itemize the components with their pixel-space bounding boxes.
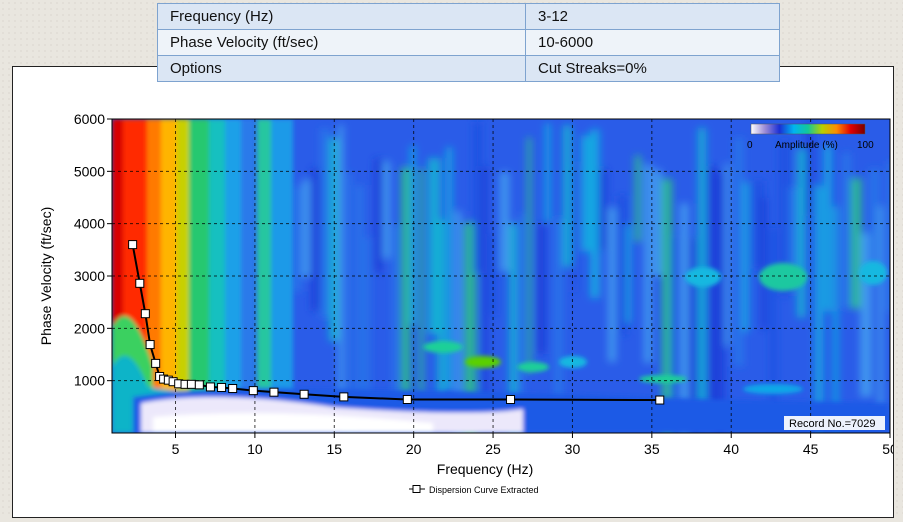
x-tick-label: 10 [247,441,263,457]
legend-series-label: Dispersion Curve Extracted [429,485,539,495]
x-axis-label: Frequency (Hz) [437,461,533,477]
colorbar-gradient [750,123,866,135]
table-row: Options Cut Streaks=0% [157,55,780,82]
spectrogram-image [112,119,890,433]
dispersion-point [186,379,196,389]
dispersion-point [151,358,161,368]
y-tick-label: 2000 [74,320,105,336]
y-tick-label: 3000 [74,268,105,284]
x-tick-label: 50 [882,441,893,457]
table-cell-value: Cut Streaks=0% [525,55,780,82]
table-row: Phase Velocity (ft/sec) 10-6000 [157,29,780,56]
colorbar: 0 Amplitude (%) 100 [747,123,874,151]
grid-lines [112,119,890,433]
table-cell-label: Options [157,55,526,82]
record-label: Record No.=7029 [789,418,876,430]
table-cell-value: 3-12 [525,3,780,30]
dispersion-point [299,389,309,399]
dispersion-point [269,387,279,397]
dispersion-point [205,382,215,392]
table-cell-label: Phase Velocity (ft/sec) [157,29,526,56]
x-tick-label: 15 [326,441,342,457]
table-row: Frequency (Hz) 3-12 [157,3,780,30]
dispersion-point [128,240,138,250]
x-tick-label: 45 [803,441,819,457]
x-axis: 5 10 15 20 25 30 35 40 45 50 [172,433,898,457]
y-axis-label: Phase Velocity (ft/sec) [38,207,54,346]
x-tick-label: 20 [406,441,422,457]
x-tick-label: 40 [723,441,739,457]
y-axis: 1000 2000 3000 4000 5000 6000 [74,111,112,389]
y-tick-label: 4000 [74,216,105,232]
colorbar-max-label: 100 [857,140,874,151]
table-cell-value: 10-6000 [525,29,780,56]
record-label-background [784,416,885,430]
x-tick-label: 35 [644,441,660,457]
record-label-box: Record No.=7029 [784,416,885,430]
colorbar-min-label: 0 [747,140,753,151]
parameters-table: Frequency (Hz) 3-12 Phase Velocity (ft/s… [157,3,780,82]
dispersion-point [217,382,227,392]
y-tick-label: 6000 [74,111,105,127]
colorbar-title: Amplitude (%) [775,140,838,151]
x-tick-label: 5 [172,441,180,457]
y-tick-label: 5000 [74,163,105,179]
dispersion-point [140,309,150,319]
dispersion-curve [128,240,665,405]
y-tick-label: 1000 [74,373,105,389]
dispersion-point [506,395,516,405]
dispersion-chart: 5101520253035404550 10002000300040005000… [38,111,898,495]
table-cell-label: Frequency (Hz) [157,3,526,30]
dispersion-point [248,386,258,396]
x-tick-label: 30 [565,441,581,457]
dispersion-point [339,392,349,402]
legend: Dispersion Curve Extracted [409,485,539,495]
chart-panel: 5101520253035404550 10002000300040005000… [12,66,898,518]
legend-marker-icon [412,485,421,493]
dispersion-point [194,380,204,390]
dispersion-point [228,384,238,394]
dispersion-point [145,340,155,350]
dispersion-point [655,395,665,405]
x-tick-label: 25 [485,441,501,457]
dispersion-point [402,395,412,405]
dispersion-point [135,278,145,288]
